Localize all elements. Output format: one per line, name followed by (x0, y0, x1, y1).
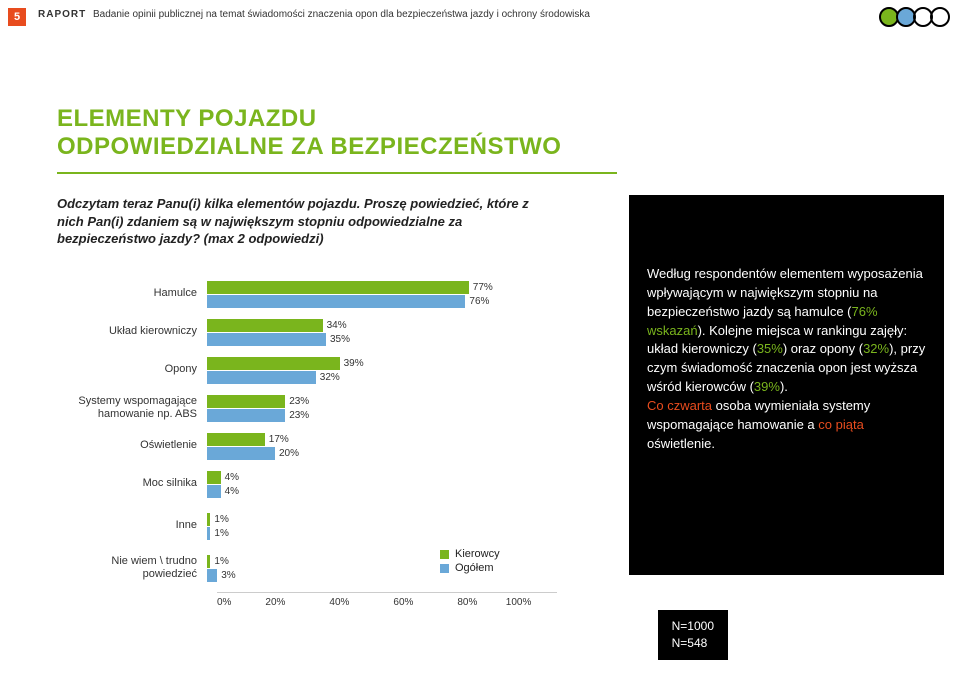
legend-swatch (440, 550, 449, 559)
logo-circles (878, 6, 950, 28)
bar-ogolem (207, 371, 316, 384)
bar-value-label: 34% (327, 320, 347, 331)
bar-kierowcy (207, 319, 323, 332)
header-badge: RAPORT (34, 7, 90, 22)
legend-label: Kierowcy (455, 548, 500, 560)
category-label: Hamulce (57, 287, 207, 300)
sample-size-box: N=1000 N=548 (658, 610, 728, 660)
header-subtitle: Badanie opinii publicznej na temat świad… (93, 9, 590, 20)
legend-item: Kierowcy (440, 548, 500, 560)
bar-value-label: 32% (320, 372, 340, 383)
commentary-text: ) oraz opony ( (783, 341, 863, 356)
title-line-2: ODPOWIEDZIALNE ZA BEZPIECZEŃSTWO (57, 133, 561, 161)
bar-value-label: 20% (279, 448, 299, 459)
commentary-highlight: 32% (863, 341, 889, 356)
bar-kierowcy (207, 555, 210, 568)
category-label: Oświetlenie (57, 439, 207, 452)
commentary-text: ). (780, 379, 788, 394)
bar-value-label: 1% (214, 514, 228, 525)
axis-tick: 0% (217, 597, 231, 608)
bar-value-label: 3% (221, 570, 235, 581)
category-label: Opony (57, 363, 207, 376)
page-title: ELEMENTY POJAZDU ODPOWIEDZIALNE ZA BEZPI… (57, 105, 561, 160)
bar-value-label: 17% (269, 434, 289, 445)
bar-ogolem (207, 333, 326, 346)
bar-value-label: 39% (344, 358, 364, 369)
category-label: Układ kierowniczy (57, 325, 207, 338)
commentary-highlight: 39% (754, 379, 780, 394)
bar-ogolem (207, 569, 217, 582)
bar-kierowcy (207, 471, 221, 484)
bar-value-label: 76% (469, 296, 489, 307)
title-underline (57, 172, 617, 174)
commentary-text: Według respondentów elementem wyposażeni… (647, 266, 923, 319)
chart-legend: Kierowcy Ogółem (440, 548, 500, 576)
bar-kierowcy (207, 281, 469, 294)
n-total: N=1000 (672, 618, 714, 635)
n-drivers: N=548 (672, 635, 714, 652)
bar-value-label: 23% (289, 396, 309, 407)
bar-value-label: 35% (330, 334, 350, 345)
category-label: Systemy wspomagające hamowanie np. ABS (57, 395, 207, 421)
category-label: Nie wiem \ trudno powiedzieć (57, 555, 207, 581)
page-number-badge: 5 (8, 8, 26, 26)
bar-ogolem (207, 295, 465, 308)
legend-swatch (440, 564, 449, 573)
axis-tick: 80% (457, 597, 477, 608)
bar-kierowcy (207, 395, 285, 408)
x-axis: 0% 20% 40% 60% 80% 100% (217, 592, 557, 608)
axis-tick: 100% (506, 597, 532, 608)
bar-kierowcy (207, 513, 210, 526)
commentary-highlight-orange: co piąta (818, 417, 864, 432)
chart-row: Układ kierowniczy 34% 35% (57, 318, 567, 346)
bar-value-label: 1% (214, 556, 228, 567)
bar-value-label: 23% (289, 410, 309, 421)
bar-value-label: 77% (473, 282, 493, 293)
bar-kierowcy (207, 433, 265, 446)
bar-value-label: 4% (225, 486, 239, 497)
bar-value-label: 4% (225, 472, 239, 483)
commentary-panel: Według respondentów elementem wyposażeni… (629, 195, 944, 575)
bar-kierowcy (207, 357, 340, 370)
title-line-1: ELEMENTY POJAZDU (57, 105, 561, 133)
chart-row: Opony 39% 32% (57, 356, 567, 384)
question-text: Odczytam teraz Panu(i) kilka elementów p… (57, 195, 537, 248)
category-label: Moc silnika (57, 477, 207, 490)
header-line: RAPORT Badanie opinii publicznej na tema… (34, 9, 590, 20)
chart-row: Moc silnika 4% 4% (57, 470, 567, 498)
axis-tick: 40% (329, 597, 349, 608)
bar-ogolem (207, 409, 285, 422)
commentary-highlight-orange: Co czwarta (647, 398, 712, 413)
legend-item: Ogółem (440, 562, 500, 574)
chart-row: Systemy wspomagające hamowanie np. ABS 23… (57, 394, 567, 422)
commentary-text: oświetlenie. (647, 436, 715, 451)
axis-tick: 60% (393, 597, 413, 608)
axis-tick: 20% (265, 597, 285, 608)
category-label: Inne (57, 519, 207, 532)
chart-row: Oświetlenie 17% 20% (57, 432, 567, 460)
legend-label: Ogółem (455, 562, 494, 574)
bar-ogolem (207, 485, 221, 498)
commentary-highlight: 35% (757, 341, 783, 356)
chart-row: Inne 1% 1% (57, 512, 567, 540)
bar-ogolem (207, 527, 210, 540)
chart-row: Hamulce 77% 76% (57, 280, 567, 308)
bar-ogolem (207, 447, 275, 460)
bar-value-label: 1% (214, 528, 228, 539)
